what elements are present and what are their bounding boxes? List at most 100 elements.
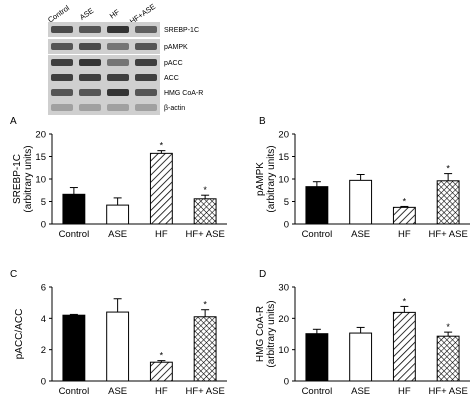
blot-band [135, 104, 157, 111]
x-tick-label: HF [398, 386, 411, 397]
blot-band-label: β-actin [164, 105, 185, 112]
blot-band [107, 89, 129, 96]
y-tick-label: 15 [35, 152, 46, 163]
blot-band [79, 104, 101, 111]
blot-band [107, 26, 129, 33]
blot-band-label: SREBP-1C [164, 27, 199, 34]
blot-strip [48, 55, 160, 70]
significance-mark: * [203, 300, 207, 310]
bar [149, 361, 173, 382]
y-tick-label: 5 [41, 197, 46, 208]
blot-band [135, 59, 157, 66]
y-axis-label-line: pAMPK [255, 162, 266, 196]
significance-mark: * [160, 351, 164, 361]
significance-mark: * [160, 141, 164, 151]
x-tick-label: HF [155, 386, 168, 397]
blot-band [135, 26, 157, 33]
bar [62, 193, 86, 225]
blot-band-label: pAMPK [164, 44, 188, 51]
bar [106, 311, 130, 382]
bar [62, 314, 86, 382]
y-tick-label: 20 [35, 130, 46, 141]
y-axis-label-line: (arbitrary units) [266, 300, 277, 367]
blot-band [135, 43, 157, 50]
blot-strip [48, 22, 160, 37]
significance-mark: * [403, 296, 407, 306]
blot-band-label: ACC [164, 75, 179, 82]
bar [193, 198, 217, 225]
blot-band-label: pACC [164, 60, 183, 67]
bar [305, 333, 329, 382]
bar [392, 206, 416, 225]
significance-mark: * [203, 185, 207, 195]
blot-band [51, 26, 73, 33]
x-tick-label: ASE [351, 229, 370, 240]
blot-band [79, 43, 101, 50]
blot-band [135, 89, 157, 96]
bar [436, 335, 460, 382]
y-tick-label: 0 [284, 220, 289, 231]
western-blot-image: Control ASE HF HF+ASESREBP-1CpAMPKpACCACCHM… [46, 2, 203, 115]
y-tick-label: 4 [41, 314, 46, 325]
blot-strip [48, 85, 160, 100]
y-tick-label: 0 [41, 220, 46, 231]
blot-band [51, 89, 73, 96]
chart-panel-c: C 0 2 4 6 pACC/ACC Control ASE * HF * HF+ ASE [10, 269, 227, 397]
y-tick-label: 15 [278, 152, 289, 163]
y-tick-label: 5 [284, 197, 289, 208]
x-tick-label: HF [398, 229, 411, 240]
significance-mark: * [403, 196, 407, 206]
x-tick-label: Control [59, 386, 90, 397]
blot-band [107, 74, 129, 81]
blot-band [107, 59, 129, 66]
x-tick-label: ASE [351, 386, 370, 397]
y-tick-label: 0 [284, 377, 289, 388]
x-tick-label: HF+ ASE [185, 229, 224, 240]
significance-mark: * [446, 164, 450, 174]
bar [305, 186, 329, 225]
y-axis-label: pACC/ACC [14, 309, 25, 360]
x-tick-label: HF+ ASE [185, 386, 224, 397]
panel-letter: A [10, 116, 17, 127]
significance-mark: * [446, 322, 450, 332]
y-tick-label: 10 [278, 175, 289, 186]
blot-strip [48, 70, 160, 85]
y-tick-label: 10 [35, 175, 46, 186]
blot-band-label: HMG CoA-R [164, 90, 203, 97]
x-tick-label: Control [302, 229, 333, 240]
panel-letter: B [259, 116, 266, 127]
blot-band [51, 74, 73, 81]
y-tick-label: 20 [278, 130, 289, 141]
blot-band [107, 43, 129, 50]
blot-band [51, 43, 73, 50]
y-axis-label: SREBP-1C(arbitrary units) [12, 145, 34, 212]
bar [392, 311, 416, 382]
blot-band [135, 74, 157, 81]
bar [106, 204, 130, 225]
y-tick-label: 30 [278, 283, 289, 294]
x-tick-label: HF [155, 229, 168, 240]
blot-band [79, 59, 101, 66]
y-axis-label-line: pACC/ACC [14, 309, 25, 360]
x-tick-label: HF+ ASE [428, 386, 467, 397]
blot-band [79, 89, 101, 96]
blot-band [51, 59, 73, 66]
y-axis-label-line: (arbitrary units) [266, 145, 277, 212]
y-tick-label: 0 [41, 377, 46, 388]
blot-band [51, 104, 73, 111]
bar [349, 332, 373, 382]
blot-strip [48, 39, 160, 54]
bar [149, 152, 173, 225]
y-axis-label: pAMPK(arbitrary units) [255, 145, 277, 212]
y-tick-label: 6 [41, 283, 46, 294]
blot-strip [48, 100, 160, 115]
y-axis-label: HMG CoA-R(arbitrary units) [255, 300, 277, 367]
bar [436, 180, 460, 225]
blot-band [107, 104, 129, 111]
x-tick-label: Control [302, 386, 333, 397]
y-tick-label: 2 [41, 345, 46, 356]
